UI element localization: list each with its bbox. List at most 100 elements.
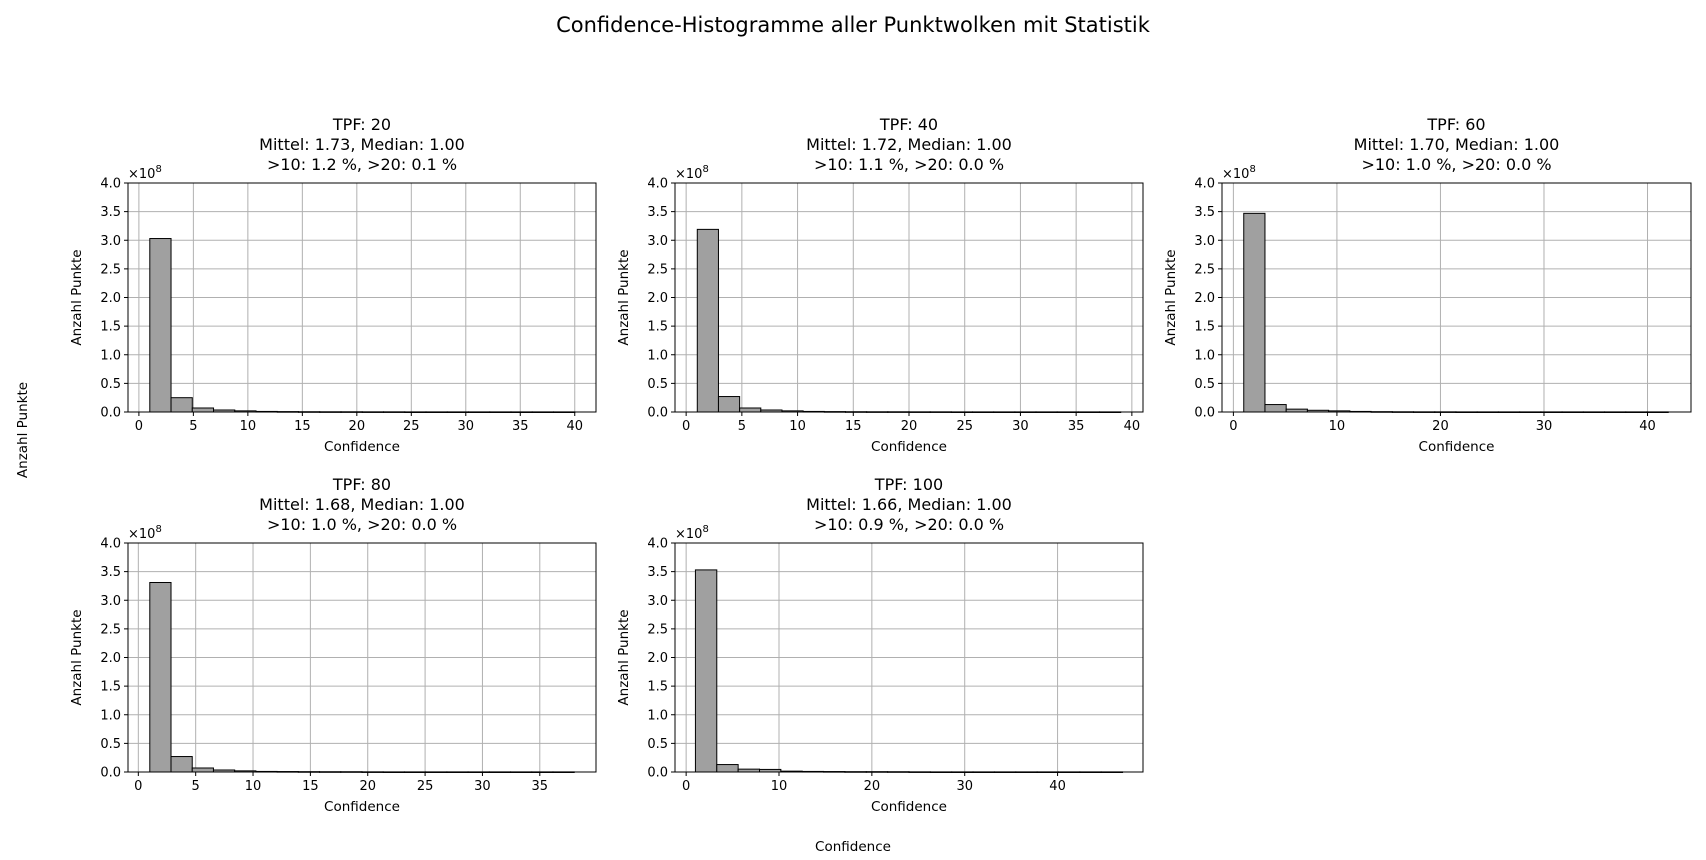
- subplot-title-line: >10: 0.9 %, >20: 0.0 %: [814, 515, 1004, 534]
- x-axis-label: Confidence: [324, 799, 400, 815]
- x-tick-label: 10: [771, 779, 788, 794]
- x-tick-label: 5: [738, 419, 746, 434]
- y-tick-label: 1.0: [100, 348, 121, 363]
- x-tick-label: 40: [1639, 419, 1656, 434]
- histogram-bar: [1264, 404, 1287, 413]
- x-tick-label: 40: [1124, 419, 1141, 434]
- x-tick-label: 30: [458, 419, 475, 434]
- y-axis-label: Anzahl Punkte: [616, 609, 632, 705]
- histogram-bar: [739, 407, 762, 413]
- y-tick-label: 0.5: [100, 737, 121, 752]
- histogram-bar: [696, 228, 719, 413]
- x-tick-label: 10: [789, 419, 806, 434]
- y-multiplier: ×108: [1222, 164, 1256, 182]
- figure-title: Confidence-Histogramme aller Punktwolken…: [556, 13, 1151, 37]
- x-tick-label: 35: [1068, 419, 1085, 434]
- y-tick-label: 3.0: [1194, 234, 1215, 249]
- subplot-panels: 0 5 10 15 20 25 30 35 40 0.0 0.5 1.0 1.5 2.0 2.5 3.0 3.5…: [69, 115, 1692, 815]
- x-tick-label: 15: [294, 419, 311, 434]
- subplot-title-line: TPF: 60: [1426, 115, 1485, 134]
- subplot-title-line: >10: 1.1 %, >20: 0.0 %: [814, 155, 1004, 174]
- x-tick-label: 35: [532, 779, 549, 794]
- y-tick-label: 2.5: [647, 622, 668, 637]
- y-tick-label: 4.0: [647, 177, 668, 192]
- x-tick-label: 20: [901, 419, 918, 434]
- y-tick-label: 2.0: [100, 291, 121, 306]
- y-tick-label: 2.5: [100, 622, 121, 637]
- x-tick-label: 35: [512, 419, 529, 434]
- x-tick-label: 20: [359, 779, 376, 794]
- y-axis-label: Anzahl Punkte: [616, 249, 632, 345]
- x-tick-label: 0: [134, 779, 142, 794]
- y-tick-label: 0.0: [647, 766, 668, 781]
- subplot-title-line: Mittel: 1.73, Median: 1.00: [259, 135, 465, 154]
- shared-ylabel: Anzahl Punkte: [15, 382, 31, 478]
- y-axis-label: Anzahl Punkte: [69, 609, 85, 705]
- subplot-4: 0 5 10 15 20 25 30 35 0.0 0.5 1.0 1.5 2.0 2.5 3.0 3.5 4.…: [69, 475, 597, 815]
- histogram-bar: [149, 582, 172, 773]
- x-axis-label: Confidence: [871, 439, 947, 455]
- x-tick-label: 10: [1329, 419, 1346, 434]
- y-multiplier: ×108: [128, 524, 162, 542]
- y-tick-label: 3.5: [647, 565, 668, 580]
- x-tick-label: 30: [956, 779, 973, 794]
- x-axis-label: Confidence: [871, 799, 947, 815]
- y-tick-label: 2.5: [647, 262, 668, 277]
- shared-xlabel: Confidence: [815, 839, 891, 855]
- x-tick-label: 0: [1229, 419, 1237, 434]
- histogram-bar: [717, 396, 741, 413]
- x-tick-label: 5: [192, 779, 200, 794]
- x-tick-label: 20: [1432, 419, 1449, 434]
- y-tick-label: 0.5: [647, 377, 668, 392]
- subplot-title-line: Mittel: 1.68, Median: 1.00: [259, 495, 465, 514]
- histogram-bar: [694, 569, 718, 773]
- subplot-title-line: Mittel: 1.72, Median: 1.00: [806, 135, 1012, 154]
- subplot-title-line: Mittel: 1.66, Median: 1.00: [806, 495, 1012, 514]
- y-tick-label: 0.0: [100, 406, 121, 421]
- y-tick-label: 2.5: [100, 262, 121, 277]
- y-tick-label: 1.0: [1194, 348, 1215, 363]
- y-tick-label: 1.5: [647, 680, 668, 695]
- y-multiplier: ×108: [128, 164, 162, 182]
- x-tick-label: 30: [474, 779, 491, 794]
- x-tick-label: 15: [845, 419, 862, 434]
- y-tick-label: 1.5: [100, 680, 121, 695]
- subplot-title-line: TPF: 20: [332, 115, 391, 134]
- y-tick-label: 2.0: [647, 651, 668, 666]
- x-tick-label: 15: [302, 779, 319, 794]
- y-tick-label: 0.0: [647, 406, 668, 421]
- x-tick-label: 20: [864, 779, 881, 794]
- y-multiplier: ×108: [675, 164, 709, 182]
- x-tick-label: 40: [566, 419, 583, 434]
- x-tick-label: 20: [349, 419, 366, 434]
- y-multiplier: ×108: [675, 524, 709, 542]
- y-tick-label: 1.5: [647, 320, 668, 335]
- y-tick-label: 0.0: [1194, 406, 1215, 421]
- y-tick-label: 3.0: [100, 234, 121, 249]
- y-tick-label: 3.5: [100, 565, 121, 580]
- subplot-2: 0 5 10 15 20 25 30 35 40 0.0 0.5 1.0 1.5 2.0 2.5 3.0 3.5…: [616, 115, 1144, 455]
- subplot-title-line: >10: 1.0 %, >20: 0.0 %: [1361, 155, 1551, 174]
- subplot-title-line: Mittel: 1.70, Median: 1.00: [1354, 135, 1560, 154]
- y-tick-label: 2.0: [647, 291, 668, 306]
- x-tick-label: 25: [403, 419, 420, 434]
- x-tick-label: 25: [417, 779, 434, 794]
- subplot-3: 0 10 20 30 40 0.0 0.5 1.0 1.5 2.0 2.5 3.0 3.5 4.0 ×108…: [1163, 115, 1692, 455]
- y-tick-label: 3.5: [1194, 205, 1215, 220]
- x-tick-label: 5: [189, 419, 197, 434]
- subplot-title-line: TPF: 80: [332, 475, 391, 494]
- subplot-title-line: >10: 1.2 %, >20: 0.1 %: [267, 155, 457, 174]
- y-tick-label: 0.5: [647, 737, 668, 752]
- y-tick-label: 3.0: [647, 594, 668, 609]
- subplot-title-line: TPF: 40: [879, 115, 938, 134]
- x-tick-label: 10: [245, 779, 262, 794]
- x-tick-label: 10: [240, 419, 257, 434]
- y-tick-label: 1.5: [100, 320, 121, 335]
- x-tick-label: 0: [682, 779, 690, 794]
- y-tick-label: 1.0: [647, 348, 668, 363]
- y-tick-label: 2.5: [1194, 262, 1215, 277]
- y-tick-label: 2.0: [1194, 291, 1215, 306]
- x-tick-label: 40: [1049, 779, 1066, 794]
- histogram-bar: [191, 767, 214, 773]
